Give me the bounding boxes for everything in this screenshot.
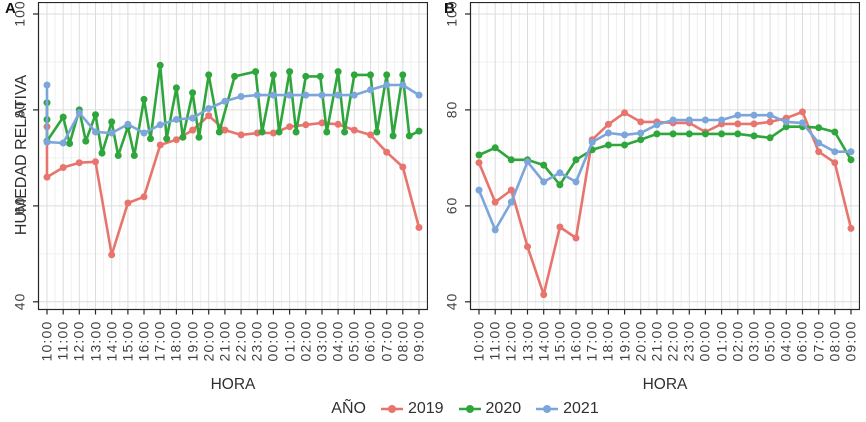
x-tick-label: 22:00 <box>664 320 681 362</box>
x-tick-label: 15:00 <box>551 320 568 362</box>
y-tick-label: 80 <box>11 101 28 119</box>
x-tick-label: 19:00 <box>184 320 201 362</box>
x-tick-label: 07:00 <box>810 320 827 362</box>
x-tick-label: 14:00 <box>535 320 552 362</box>
x-tick-label: 23:00 <box>248 320 265 362</box>
y-tick-label: 40 <box>443 293 460 311</box>
panel-b-plot <box>465 2 860 315</box>
x-tick-label: 15:00 <box>119 320 136 362</box>
y-tick-label: 80 <box>443 101 460 119</box>
legend: AÑO 2019 2020 2021 <box>64 397 866 421</box>
x-tick-label: 05:00 <box>345 320 362 362</box>
x-tick-label: 12:00 <box>70 320 87 362</box>
panel-letter-a: A <box>5 0 16 17</box>
x-tick-label: 17:00 <box>583 320 600 362</box>
x-tick-label: 02:00 <box>729 320 746 362</box>
legend-items: 2019 2020 2021 <box>380 400 599 418</box>
x-tick-label: 17:00 <box>151 320 168 362</box>
x-tick-label: 16:00 <box>135 320 152 362</box>
legend-marker-icon <box>458 405 481 413</box>
x-tick-label: 08:00 <box>826 320 843 362</box>
y-tick-label: 40 <box>11 293 28 311</box>
legend-item-label: 2020 <box>485 400 522 417</box>
x-axis-title-a: HORA <box>210 376 256 393</box>
x-tick-label: 20:00 <box>200 320 217 362</box>
x-tick-label: 11:00 <box>54 320 71 361</box>
x-tick-label: 02:00 <box>297 320 314 362</box>
x-tick-label: 06:00 <box>361 320 378 362</box>
x-axis-title-b: HORA <box>642 376 688 393</box>
panel-a-plot <box>33 2 428 315</box>
x-tick-label: 11:00 <box>486 320 503 361</box>
x-tick-label: 00:00 <box>264 320 281 362</box>
x-tick-label: 03:00 <box>313 320 330 362</box>
legend-item-2020: 2020 <box>458 400 522 418</box>
x-tick-label: 05:00 <box>761 320 778 362</box>
x-tick-label: 21:00 <box>648 320 665 362</box>
x-tick-label: 12:00 <box>502 320 519 362</box>
x-tick-label: 08:00 <box>394 320 411 362</box>
x-tick-label: 10:00 <box>470 320 487 362</box>
x-tick-label: 13:00 <box>519 320 536 362</box>
x-tick-label: 04:00 <box>777 320 794 362</box>
x-tick-label: 06:00 <box>793 320 810 362</box>
x-tick-label: 04:00 <box>329 320 346 362</box>
y-tick-label: 100 <box>11 0 28 28</box>
panel-letter-b: B <box>444 0 455 17</box>
y-tick-label: 60 <box>11 197 28 215</box>
y-axis-title: HUMEDAD RELATIVA <box>13 74 30 236</box>
x-tick-label: 13:00 <box>87 320 104 362</box>
legend-item-label: 2019 <box>407 400 444 417</box>
x-tick-label: 20:00 <box>632 320 649 362</box>
x-tick-label: 10:00 <box>38 320 55 362</box>
x-tick-label: 09:00 <box>410 320 427 362</box>
legend-marker-icon <box>380 405 403 413</box>
x-tick-label: 07:00 <box>378 320 395 362</box>
x-tick-label: 14:00 <box>103 320 120 362</box>
x-tick-label: 01:00 <box>281 320 298 362</box>
legend-item-2021: 2021 <box>535 400 599 418</box>
x-tick-label: 19:00 <box>616 320 633 362</box>
legend-marker-icon <box>536 405 559 413</box>
x-tick-label: 00:00 <box>696 320 713 362</box>
legend-item-2019: 2019 <box>380 400 444 418</box>
x-tick-label: 18:00 <box>599 320 616 362</box>
x-tick-label: 23:00 <box>680 320 697 362</box>
x-tick-label: 16:00 <box>567 320 584 362</box>
x-tick-label: 18:00 <box>167 320 184 362</box>
x-tick-label: 09:00 <box>842 320 859 362</box>
x-tick-label: 01:00 <box>713 320 730 362</box>
legend-title: AÑO <box>331 400 366 417</box>
legend-item-label: 2021 <box>563 400 599 417</box>
y-tick-label: 60 <box>443 197 460 215</box>
x-tick-label: 22:00 <box>232 320 249 362</box>
y-tick-label: 100 <box>443 0 460 28</box>
x-tick-label: 03:00 <box>745 320 762 362</box>
x-tick-label: 21:00 <box>216 320 233 362</box>
